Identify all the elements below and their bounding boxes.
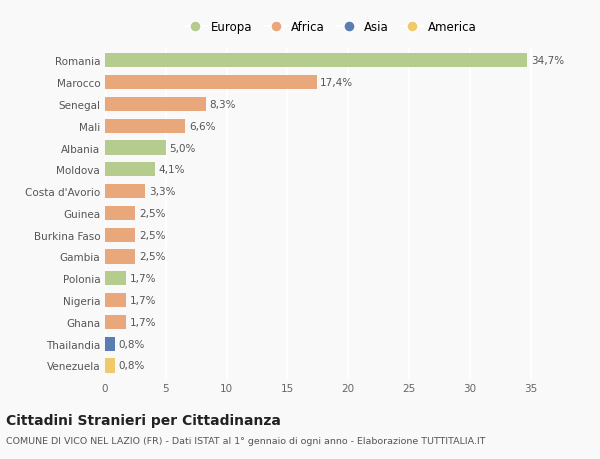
Bar (105, 76, 317, 90)
Text: 4,1%: 4,1% (158, 165, 185, 175)
Bar (105, 185, 145, 199)
Text: 2,5%: 2,5% (139, 252, 166, 262)
Bar (105, 54, 527, 68)
Bar (105, 98, 206, 112)
Bar (105, 315, 125, 329)
Text: 1,7%: 1,7% (130, 296, 156, 305)
Text: 34,7%: 34,7% (530, 56, 564, 66)
Legend: Europa, Africa, Asia, America: Europa, Africa, Asia, America (179, 17, 481, 39)
Bar (105, 207, 136, 220)
Text: Cittadini Stranieri per Cittadinanza: Cittadini Stranieri per Cittadinanza (6, 413, 281, 427)
Bar (105, 250, 136, 264)
Text: 6,6%: 6,6% (189, 122, 215, 131)
Text: 1,7%: 1,7% (130, 317, 156, 327)
Bar (105, 141, 166, 155)
Text: 2,5%: 2,5% (139, 230, 166, 240)
Text: 5,0%: 5,0% (169, 143, 196, 153)
Text: 2,5%: 2,5% (139, 208, 166, 218)
Bar (105, 163, 155, 177)
Text: 0,8%: 0,8% (118, 339, 145, 349)
Bar (105, 272, 125, 285)
Text: COMUNE DI VICO NEL LAZIO (FR) - Dati ISTAT al 1° gennaio di ogni anno - Elaboraz: COMUNE DI VICO NEL LAZIO (FR) - Dati IST… (6, 436, 485, 445)
Text: 3,3%: 3,3% (149, 187, 175, 197)
Bar (105, 228, 136, 242)
Bar (105, 358, 115, 373)
Text: 8,3%: 8,3% (209, 100, 236, 110)
Bar (105, 119, 185, 134)
Text: 1,7%: 1,7% (130, 274, 156, 284)
Text: 17,4%: 17,4% (320, 78, 353, 88)
Text: 0,8%: 0,8% (118, 361, 145, 370)
Bar (105, 293, 125, 308)
Bar (105, 337, 115, 351)
